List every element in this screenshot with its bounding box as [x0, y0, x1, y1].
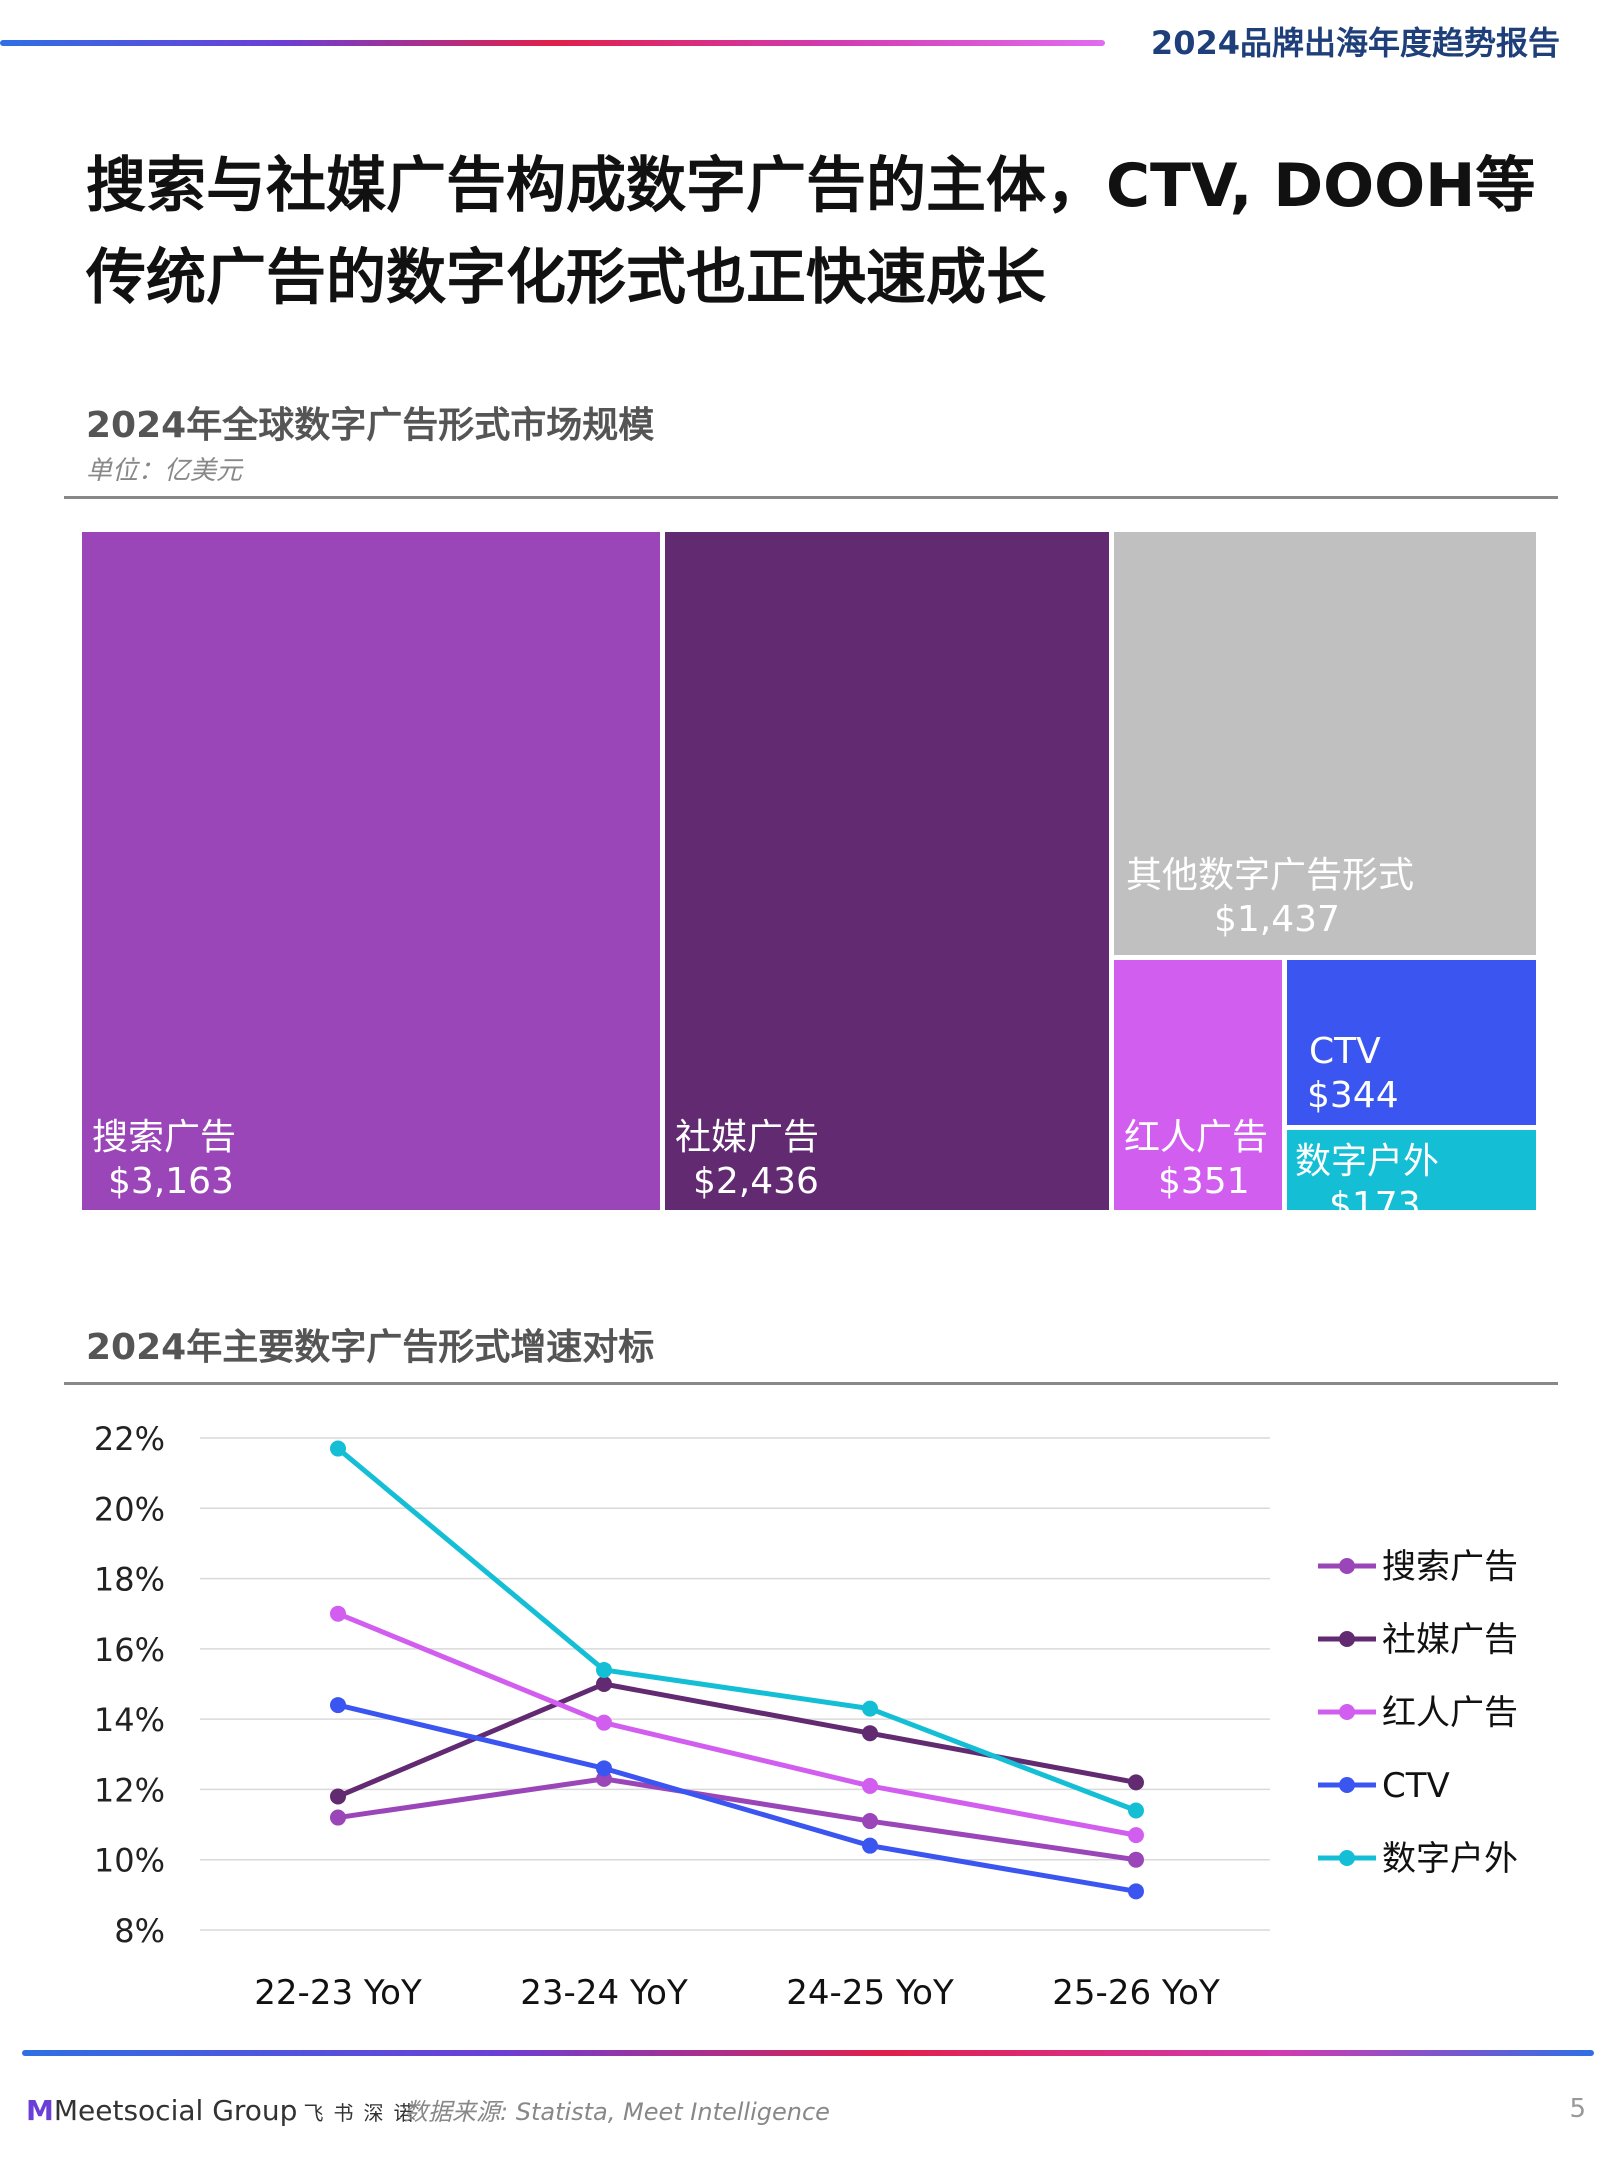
tile-other-value: $1,437: [1214, 899, 1340, 940]
tile-dooh-label: 数字户外: [1295, 1141, 1440, 1182]
page-title: 搜索与社媒广告构成数字广告的主体，CTV, DOOH等传统广告的数字化形式也正快…: [86, 151, 1536, 313]
logo-cn: 飞书深诺: [303, 2101, 424, 2125]
series-line: [337, 1681, 1137, 1799]
data-point: [596, 1676, 612, 1692]
tile-social-label: 社媒广告: [675, 1117, 820, 1158]
y-tick-label: 8%: [114, 1912, 165, 1950]
data-point: [862, 1725, 878, 1742]
series-line: [337, 1702, 1137, 1894]
line-chart-divider: [64, 1382, 1558, 1385]
data-point: [330, 1440, 346, 1457]
x-tick-label: 23-24 YoY: [520, 1973, 688, 2013]
y-tick-label: 20%: [94, 1490, 165, 1528]
data-point: [862, 1813, 878, 1830]
treemap-unit: 单位：亿美元: [86, 456, 243, 486]
y-tick-label: 14%: [94, 1701, 165, 1739]
legend-label: 社媒广告: [1382, 1620, 1518, 1660]
x-tick-label: 25-26 YoY: [1052, 1973, 1220, 2013]
tile-social: 社媒广告 $2,436: [665, 532, 1109, 1210]
data-point: [1128, 1851, 1144, 1868]
legend-swatch-dot: [1339, 1704, 1355, 1720]
tile-influencer: 红人广告 $351: [1114, 960, 1282, 1210]
x-tick-label: 22-23 YoY: [254, 1973, 422, 2013]
treemap-chart: 搜索广告 $3,163 社媒广告 $2,436 其他数字广告形式 $1,437 …: [82, 532, 1536, 1210]
treemap-title: 2024年全球数字广告形式市场规模: [86, 405, 655, 446]
report-tag: 2024品牌出海年度趋势报告: [1150, 24, 1560, 62]
tile-other-label: 其他数字广告形式: [1126, 855, 1415, 896]
tile-influencer-label: 红人广告: [1124, 1117, 1269, 1158]
legend-swatch-dot: [1339, 1558, 1355, 1574]
y-tick-label: 10%: [94, 1842, 165, 1880]
tile-influencer-value: $351: [1158, 1161, 1250, 1202]
tile-social-value: $2,436: [693, 1161, 819, 1202]
tile-dooh-value: $173: [1329, 1185, 1421, 1210]
data-point: [1128, 1774, 1144, 1791]
data-point: [330, 1605, 346, 1622]
legend-label: CTV: [1382, 1766, 1450, 1806]
series-line: [337, 1611, 1137, 1838]
data-point: [1128, 1802, 1144, 1819]
data-point: [330, 1809, 346, 1826]
logo-mark-icon: M: [26, 2094, 54, 2127]
tile-ctv: CTV $344: [1287, 960, 1536, 1125]
data-point: [862, 1837, 878, 1854]
series-line: [336, 1446, 1137, 1813]
y-tick-label: 22%: [94, 1420, 165, 1458]
data-point: [330, 1697, 346, 1714]
legend-swatch-dot: [1339, 1631, 1355, 1647]
y-tick-label: 18%: [94, 1561, 165, 1599]
data-source: 数据来源: Statista, Meet Intelligence: [404, 2098, 830, 2126]
data-point: [596, 1661, 612, 1678]
bottom-gradient-bar: [22, 2050, 1594, 2056]
tile-dooh: 数字户外 $173: [1287, 1130, 1536, 1210]
x-tick-label: 24-25 YoY: [786, 1973, 954, 2013]
company-logo: MMeetsocial Group 飞书深诺: [26, 2094, 423, 2127]
tile-search-label: 搜索广告: [92, 1117, 237, 1158]
top-gradient-bar: [0, 40, 1105, 46]
series-line: [337, 1776, 1137, 1863]
page-number: 5: [1569, 2094, 1586, 2124]
data-point: [1128, 1827, 1144, 1844]
legend-label: 搜索广告: [1382, 1547, 1518, 1587]
treemap-divider: [64, 496, 1558, 499]
tile-search: 搜索广告 $3,163: [82, 532, 660, 1210]
data-point: [596, 1760, 612, 1777]
tile-ctv-value: $344: [1307, 1075, 1399, 1116]
tile-ctv-label: CTV: [1309, 1031, 1381, 1072]
legend-label: 数字户外: [1382, 1839, 1518, 1879]
data-point: [330, 1788, 346, 1805]
y-tick-label: 12%: [94, 1771, 165, 1809]
line-chart-title: 2024年主要数字广告形式增速对标: [86, 1327, 655, 1368]
line-chart: 22% 20% 18% 16% 14% 12% 10% 8% 22-23 YoY 23-24 Yo…: [94, 1420, 1518, 2013]
data-point: [1128, 1883, 1144, 1900]
tile-search-value: $3,163: [108, 1161, 234, 1202]
data-point: [862, 1777, 878, 1794]
logo-text: Meetsocial Group: [53, 2094, 298, 2127]
legend-swatch-dot: [1339, 1777, 1355, 1793]
legend-label: 红人广告: [1382, 1693, 1518, 1733]
tile-other: 其他数字广告形式 $1,437: [1114, 532, 1536, 955]
legend-swatch-dot: [1339, 1850, 1355, 1866]
data-point: [596, 1714, 612, 1731]
y-tick-label: 16%: [94, 1631, 165, 1669]
data-point: [862, 1700, 878, 1717]
